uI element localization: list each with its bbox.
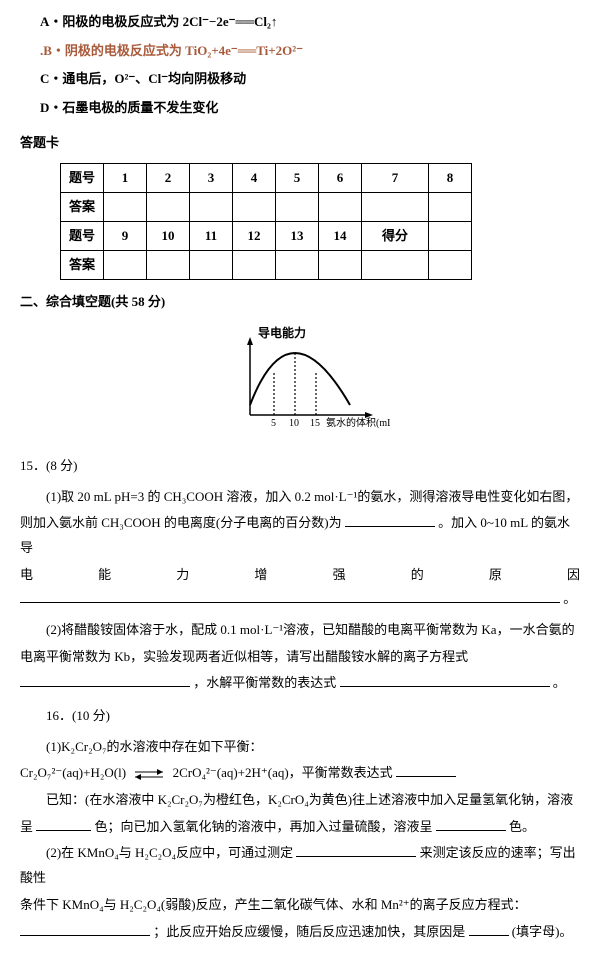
q16-head: 16．(10 分) [20,704,580,729]
ans-8[interactable] [429,193,472,222]
q16-1-color: 呈 色；向已加入氢氧化钠的溶液中，再加入过量硫酸，溶液呈 色。 [20,815,580,840]
blank-16-2a[interactable] [296,856,416,857]
blank-15-2b[interactable] [340,686,550,687]
sp-6: 原 [489,563,502,588]
answer-card-title: 答题卡 [20,131,580,156]
q16-1-known: 已知：(在水溶液中 K₂Cr₂O₇为橙红色，K₂CrO₄为黄色)往上述溶液中加入… [20,788,580,813]
blank-16-1b[interactable] [36,830,91,831]
ans-4[interactable] [233,193,276,222]
ans-1[interactable] [104,193,147,222]
sp-2: 力 [176,563,189,588]
q16-2-line2: 条件下 KMnO₄与 H₂C₂O₄(弱酸)反应，产生二氧化碳气体、水和 Mn²⁺… [20,893,580,918]
q15-1-spread: 电 能 力 增 强 的 原 因 [20,563,580,588]
q15-2-line2: 电离平衡常数为 Kb，实验发现两者近似相等，请写出醋酸铵水解的离子方程式 [20,645,580,670]
sp-0: 电 [20,563,33,588]
q15-2-line1: (2)将醋酸铵固体溶于水，配成 0.1 mol·L⁻¹溶液，已知醋酸的电离平衡常… [20,618,580,643]
sp-4: 强 [333,563,346,588]
tick-5: 5 [271,418,276,429]
q15-1-end: 。 [563,591,576,606]
hdr-qnum-1: 题号 [61,164,104,193]
q15-2-line3: ，水解平衡常数的表达式 。 [20,671,580,696]
q15-1-text-b: 则加入氨水前 CH₃COOH 的电离度(分子电离的百分数)为 [20,515,342,530]
blank-15-2a[interactable] [20,686,190,687]
sp-5: 的 [411,563,424,588]
ans-10[interactable] [147,251,190,280]
option-d: D・石墨电极的质量不发生变化 [40,96,580,121]
hdr-ans-1: 答案 [61,193,104,222]
q16-1-eq: Cr₂O₇²⁻(aq)+H₂O(l) 2CrO₄²⁻(aq)+2H⁺(aq)，平… [20,761,580,786]
ans-score[interactable] [362,251,429,280]
cell-12: 12 [233,222,276,251]
eq-left: Cr₂O₇²⁻(aq)+H₂O(l) [20,765,126,780]
q15-head: 15．(8 分) [20,454,580,479]
section-2-title: 二、综合填空题(共 58 分) [20,290,580,315]
q16-color-3: 色。 [509,819,535,834]
q15-1-blankline: 。 [20,587,580,612]
cell-11: 11 [190,222,233,251]
q16-2a: (2)在 KMnO₄与 H₂C₂O₄反应中，可通过测定 [46,845,293,860]
blank-16-2c[interactable] [469,935,509,936]
cell-5: 5 [276,164,319,193]
cell-7: 7 [362,164,429,193]
ans-2[interactable] [147,193,190,222]
q15-2-text-c: ，水解平衡常数的表达式 [193,675,336,690]
cell-1: 1 [104,164,147,193]
sp-1: 能 [98,563,111,588]
cell-3: 3 [190,164,233,193]
ans-14[interactable] [319,251,362,280]
tick-10: 10 [289,418,299,429]
ans-9[interactable] [104,251,147,280]
ans-blank2 [429,251,472,280]
cell-10: 10 [147,222,190,251]
q16-color-1: 呈 [20,819,33,834]
option-a: A・阳极的电极反应式为 2Cl⁻−2e⁻══Cl₂↑ [40,10,580,35]
ans-11[interactable] [190,251,233,280]
ans-6[interactable] [319,193,362,222]
blank-16-1a[interactable] [396,776,456,777]
cell-6: 6 [319,164,362,193]
answer-card-table: 题号 1 2 3 4 5 6 7 8 答案 题号 9 10 11 12 13 1… [60,163,472,280]
sp-7: 因 [567,563,580,588]
option-b: .B・阴极的电极反应式为 TiO₂+4e⁻══Ti+2O²⁻ [40,39,580,64]
cell-8: 8 [429,164,472,193]
q15-2-end: 。 [553,675,566,690]
q16-2-line3: ；此反应开始反应缓慢，随后反应迅速加快，其原因是 (填字母)。 [20,920,580,945]
cell-blank [429,222,472,251]
q15-1-line2: 则加入氨水前 CH₃COOH 的电离度(分子电离的百分数)为 。加入 0~10 … [20,511,580,560]
ans-3[interactable] [190,193,233,222]
cell-9: 9 [104,222,147,251]
cell-13: 13 [276,222,319,251]
q15-1-line1: (1)取 20 mL pH=3 的 CH₃COOH 溶液，加入 0.2 mol·… [20,485,580,510]
eq-right: 2CrO₄²⁻(aq)+2H⁺(aq)，平衡常数表达式 [173,765,393,780]
conductivity-chart: 导电能力 5 10 15 氨水的体积(mL) [20,325,580,444]
sp-3: 增 [254,563,267,588]
y-axis-label: 导电能力 [258,325,306,340]
tick-15: 15 [310,418,320,429]
blank-16-1c[interactable] [436,830,506,831]
hdr-qnum-2: 题号 [61,222,104,251]
cell-14: 14 [319,222,362,251]
q16-2e: (填字母)。 [512,924,573,939]
option-c: C・通电后，O²⁻、Cl⁻均向阴极移动 [40,67,580,92]
q16-1-intro: (1)K₂Cr₂O₇的水溶液中存在如下平衡： [20,735,580,760]
cell-4: 4 [233,164,276,193]
ans-13[interactable] [276,251,319,280]
blank-15-1a[interactable] [345,526,435,527]
ans-7[interactable] [362,193,429,222]
ans-12[interactable] [233,251,276,280]
hdr-ans-2: 答案 [61,251,104,280]
q16-2d: ；此反应开始反应缓慢，随后反应迅速加快，其原因是 [153,924,465,939]
x-axis-label: 氨水的体积(mL) [326,416,390,429]
equilibrium-icon [129,768,169,780]
q16-color-2: 色；向已加入氢氧化钠的溶液中，再加入过量硫酸，溶液呈 [95,819,433,834]
q16-2-line1: (2)在 KMnO₄与 H₂C₂O₄反应中，可通过测定 来测定该反应的速率；写出… [20,841,580,890]
cell-score: 得分 [362,222,429,251]
cell-2: 2 [147,164,190,193]
ans-5[interactable] [276,193,319,222]
blank-16-2b[interactable] [20,935,150,936]
blank-15-1b[interactable] [20,602,560,603]
